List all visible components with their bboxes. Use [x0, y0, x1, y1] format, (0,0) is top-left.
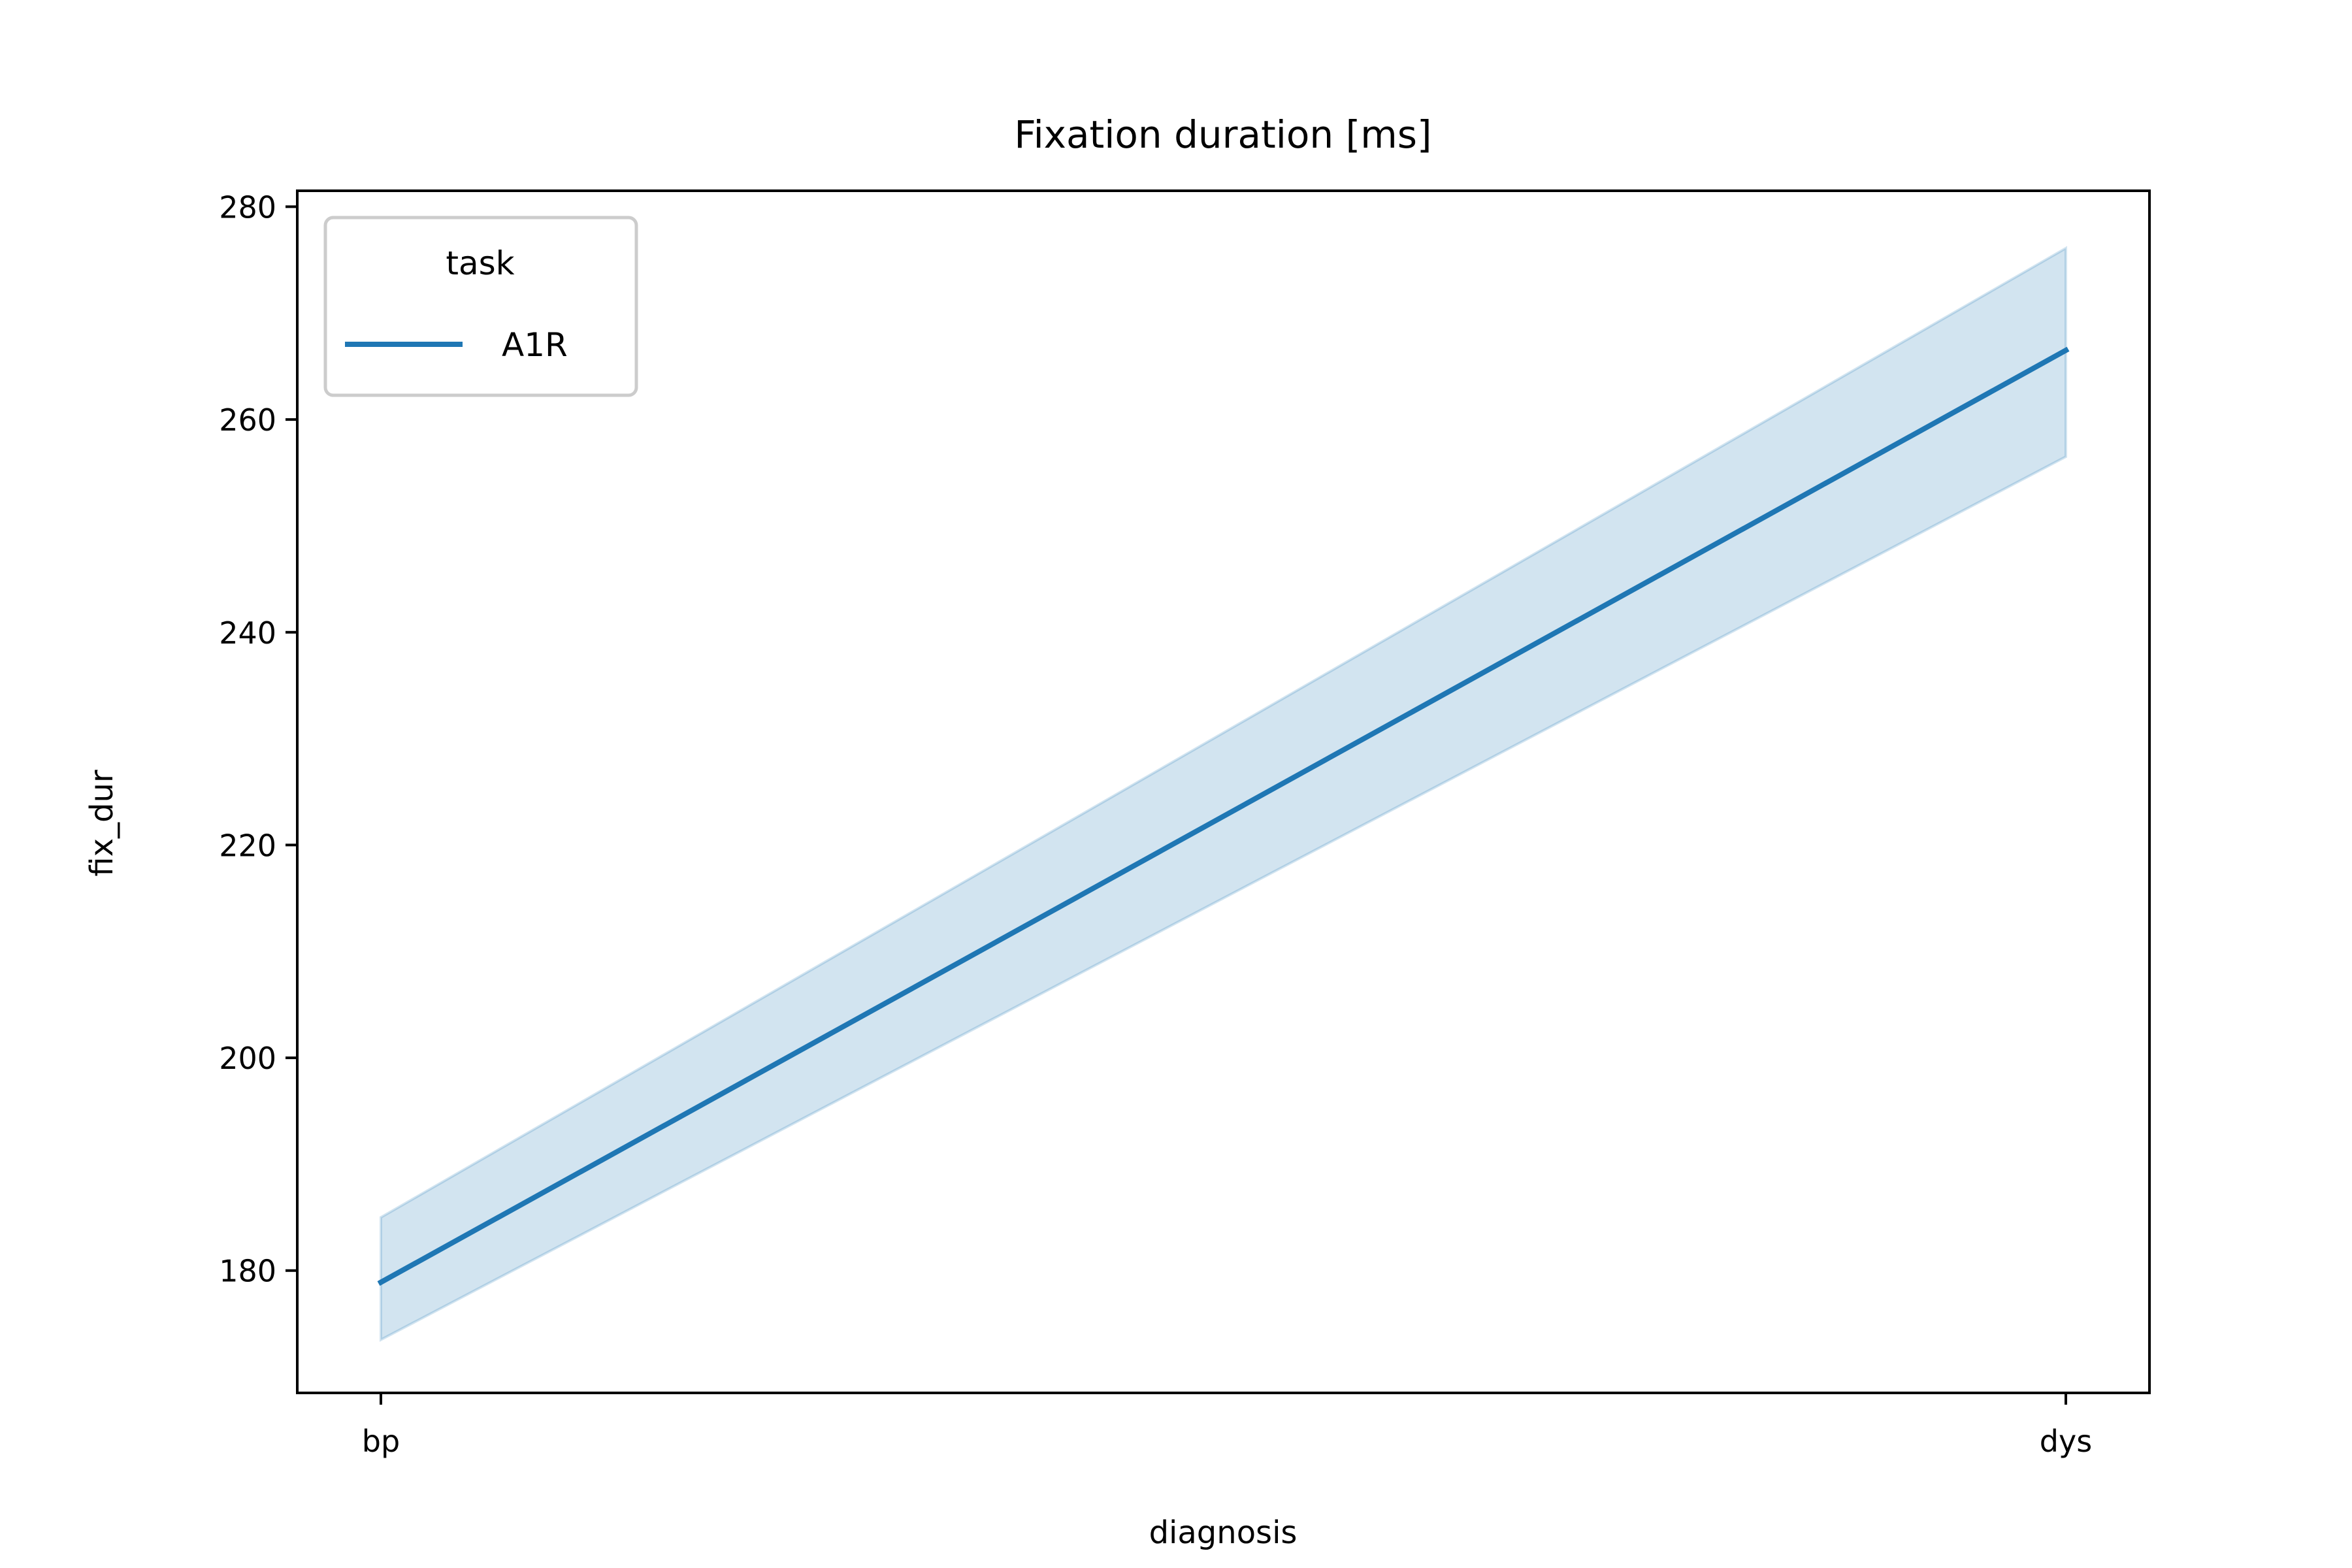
x-tick-label: dys — [2040, 1424, 2092, 1459]
plot-area — [296, 189, 2151, 1394]
x-axis-ticks: bp dys — [362, 1393, 2092, 1459]
y-tick-label: 240 — [219, 615, 276, 651]
legend: task A1R — [323, 216, 638, 397]
y-tick-label: 280 — [219, 189, 276, 225]
y-axis-label: fix_dur — [84, 770, 120, 877]
x-axis-label: diagnosis — [1149, 1514, 1298, 1551]
axes-frame — [296, 189, 2151, 1394]
chart-title: Fixation duration [ms] — [1014, 112, 1431, 157]
confidence-band — [380, 246, 2067, 1342]
y-axis-ticks: 180 200 220 240 260 280 — [219, 189, 297, 1289]
x-tick-label: bp — [362, 1424, 400, 1459]
legend-title: task — [446, 244, 514, 282]
legend-box — [323, 216, 638, 397]
y-tick-label: 260 — [219, 402, 276, 438]
legend-entry-label: A1R — [502, 326, 568, 364]
y-tick-label: 200 — [219, 1041, 276, 1076]
y-tick-label: 180 — [219, 1254, 276, 1289]
y-tick-label: 220 — [219, 828, 276, 863]
series-line-a1r — [377, 346, 2070, 1286]
